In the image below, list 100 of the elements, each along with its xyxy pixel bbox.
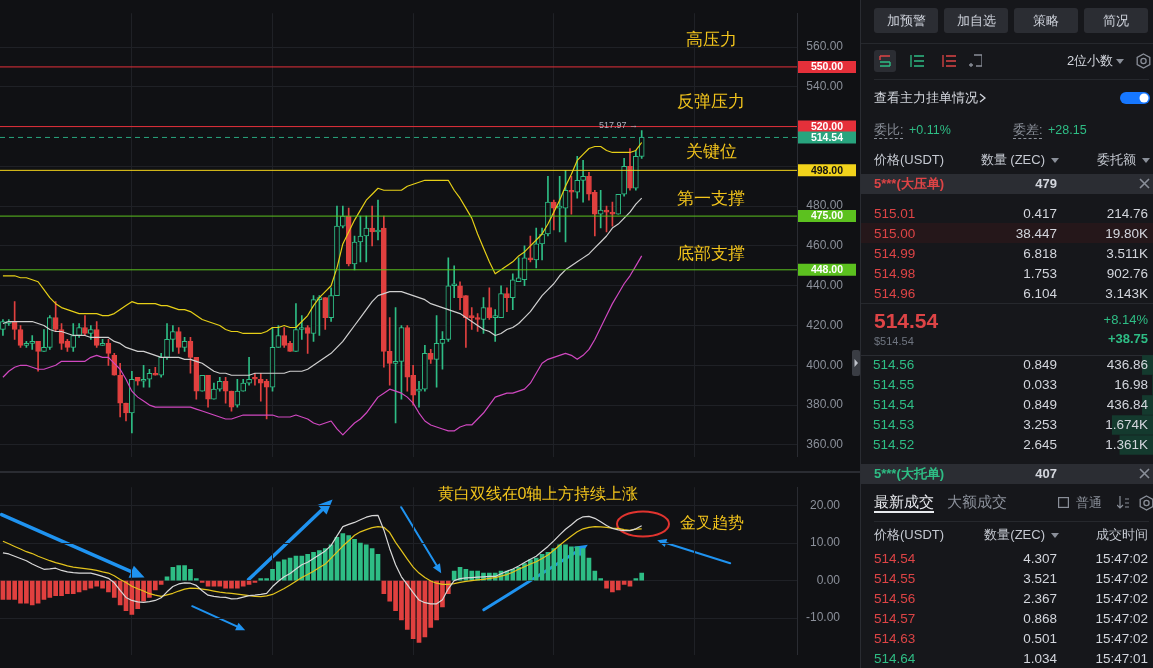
text: 策略 (1033, 12, 1059, 29)
text: 2位小数 (1067, 53, 1114, 69)
data-label: 1.361K (1105, 436, 1148, 452)
y-tick-label: 514.52 (873, 436, 915, 452)
text: 委差: (1013, 122, 1043, 139)
annotation: 3.253 (1023, 416, 1057, 432)
text: 数量 (ZEC) (980, 152, 1045, 168)
text: 514.96 (874, 285, 916, 302)
text: 3.521 (1023, 570, 1057, 587)
y-tick-label: 514.54 (873, 396, 915, 412)
ref-line-label: 475.00 (810, 209, 844, 222)
text: 简况 (1103, 12, 1129, 29)
y-tick-label: 560.00 (806, 39, 844, 54)
text: $514.54 (874, 334, 914, 348)
annotation: 关键位 (685, 141, 737, 161)
text: 407 (1035, 466, 1057, 482)
text: 479 (1035, 176, 1057, 192)
y-tick-label: 420.00 (806, 317, 844, 332)
text: 15:47:02 (1095, 610, 1148, 627)
y-tick-label: 514.53 (873, 416, 915, 432)
text: 0.501 (1023, 630, 1057, 647)
y-tick-label: 20.00 (809, 497, 841, 512)
text: 514.99 (874, 245, 916, 262)
y-tick-label: 10.00 (809, 535, 841, 550)
text: 0.417 (1023, 205, 1057, 222)
annotation: 0.849 (1023, 356, 1057, 372)
y-tick-label: 440.00 (806, 278, 844, 293)
text: +28.15 (1048, 122, 1087, 138)
text: 15:47:02 (1095, 570, 1148, 587)
text: 514.57 (874, 610, 916, 627)
candlestick (41, 329, 47, 352)
text: 514.63 (874, 630, 916, 647)
candlestick (386, 317, 393, 386)
annotation: 高压力 (685, 29, 737, 49)
data-label: 1.674K (1105, 416, 1148, 432)
candlestick (29, 335, 36, 350)
y-tick-label: -10.00 (805, 610, 841, 625)
annotation: 金叉趋势 (680, 514, 744, 532)
text: 515.00 (874, 225, 916, 242)
annotation: 0.033 (1023, 376, 1057, 392)
candlestick (580, 160, 586, 203)
text: 6.818 (1023, 245, 1057, 262)
text: 5***(大托单) (874, 466, 945, 482)
text: 普通 (1076, 495, 1102, 511)
text: 查看主力挂单情况 (874, 90, 978, 106)
text: 3.511K (1106, 245, 1148, 262)
y-tick-label: 380.00 (806, 397, 844, 412)
text: 大额成交 (947, 493, 1007, 511)
text: 委比: (874, 122, 904, 139)
annotation: 黄白双线在0轴上方持续上涨 (437, 485, 639, 503)
candlestick (504, 287, 510, 312)
text: 最新成交 (874, 493, 934, 513)
text: +0.11% (909, 122, 951, 138)
text: 15:47:01 (1095, 650, 1148, 667)
data-label: 436.84 (1106, 396, 1149, 412)
text: 214.76 (1106, 205, 1148, 222)
text: 1.034 (1023, 650, 1057, 667)
text: 加自选 (956, 12, 996, 29)
text: 514.64 (874, 650, 916, 667)
y-tick-label: 540.00 (806, 79, 844, 94)
text: 5***(大压单) (874, 176, 945, 192)
text: 15:47:02 (1095, 630, 1148, 647)
candlestick (246, 357, 252, 386)
y-tick-label: 514.55 (873, 376, 915, 392)
text: 902.76 (1106, 265, 1148, 282)
ref-line-label: 498.00 (810, 163, 844, 176)
annotation: 反弹压力 (677, 91, 745, 111)
text: 成交时间 (1096, 527, 1148, 543)
text: 15:47:02 (1095, 550, 1148, 567)
y-tick-label: 400.00 (806, 357, 844, 372)
ref-line-label: 448.00 (810, 263, 844, 276)
text: 价格(USDT) (874, 527, 945, 543)
ref-line-label: 550.00 (810, 60, 844, 73)
ref-line-label: 520.00 (810, 119, 844, 132)
annotation: 0.849 (1023, 396, 1057, 412)
text: 15:47:02 (1095, 590, 1148, 607)
data-label: 436.86 (1106, 356, 1148, 372)
y-tick-label: 514.56 (873, 356, 915, 372)
text: 委托额 (1097, 152, 1136, 168)
text: 数量(ZEC) (984, 527, 1045, 543)
annotation: 底部支撑 (677, 243, 745, 263)
candlestick (363, 215, 370, 263)
text: +8.14% (1103, 312, 1148, 328)
data-label: 16.98 (1114, 376, 1148, 392)
text: +38.75 (1107, 331, 1148, 347)
candlestick (451, 265, 457, 298)
y-tick-label: 360.00 (806, 437, 844, 452)
text: 6.104 (1023, 285, 1057, 302)
y-tick-label: 460.00 (806, 238, 844, 253)
text: 3.143K (1105, 285, 1148, 302)
text: 38.447 (1015, 225, 1057, 242)
text: 加预警 (886, 12, 926, 29)
text: 515.01 (874, 205, 916, 222)
text: 19.80K (1105, 225, 1148, 242)
text: 514.98 (874, 265, 916, 282)
y-tick-label: 0.00 (816, 572, 841, 587)
text: 价格(USDT) (874, 152, 945, 168)
annotation: 第一支撑 (677, 188, 745, 208)
annotation: 2.645 (1023, 436, 1057, 452)
candlestick (298, 315, 305, 340)
